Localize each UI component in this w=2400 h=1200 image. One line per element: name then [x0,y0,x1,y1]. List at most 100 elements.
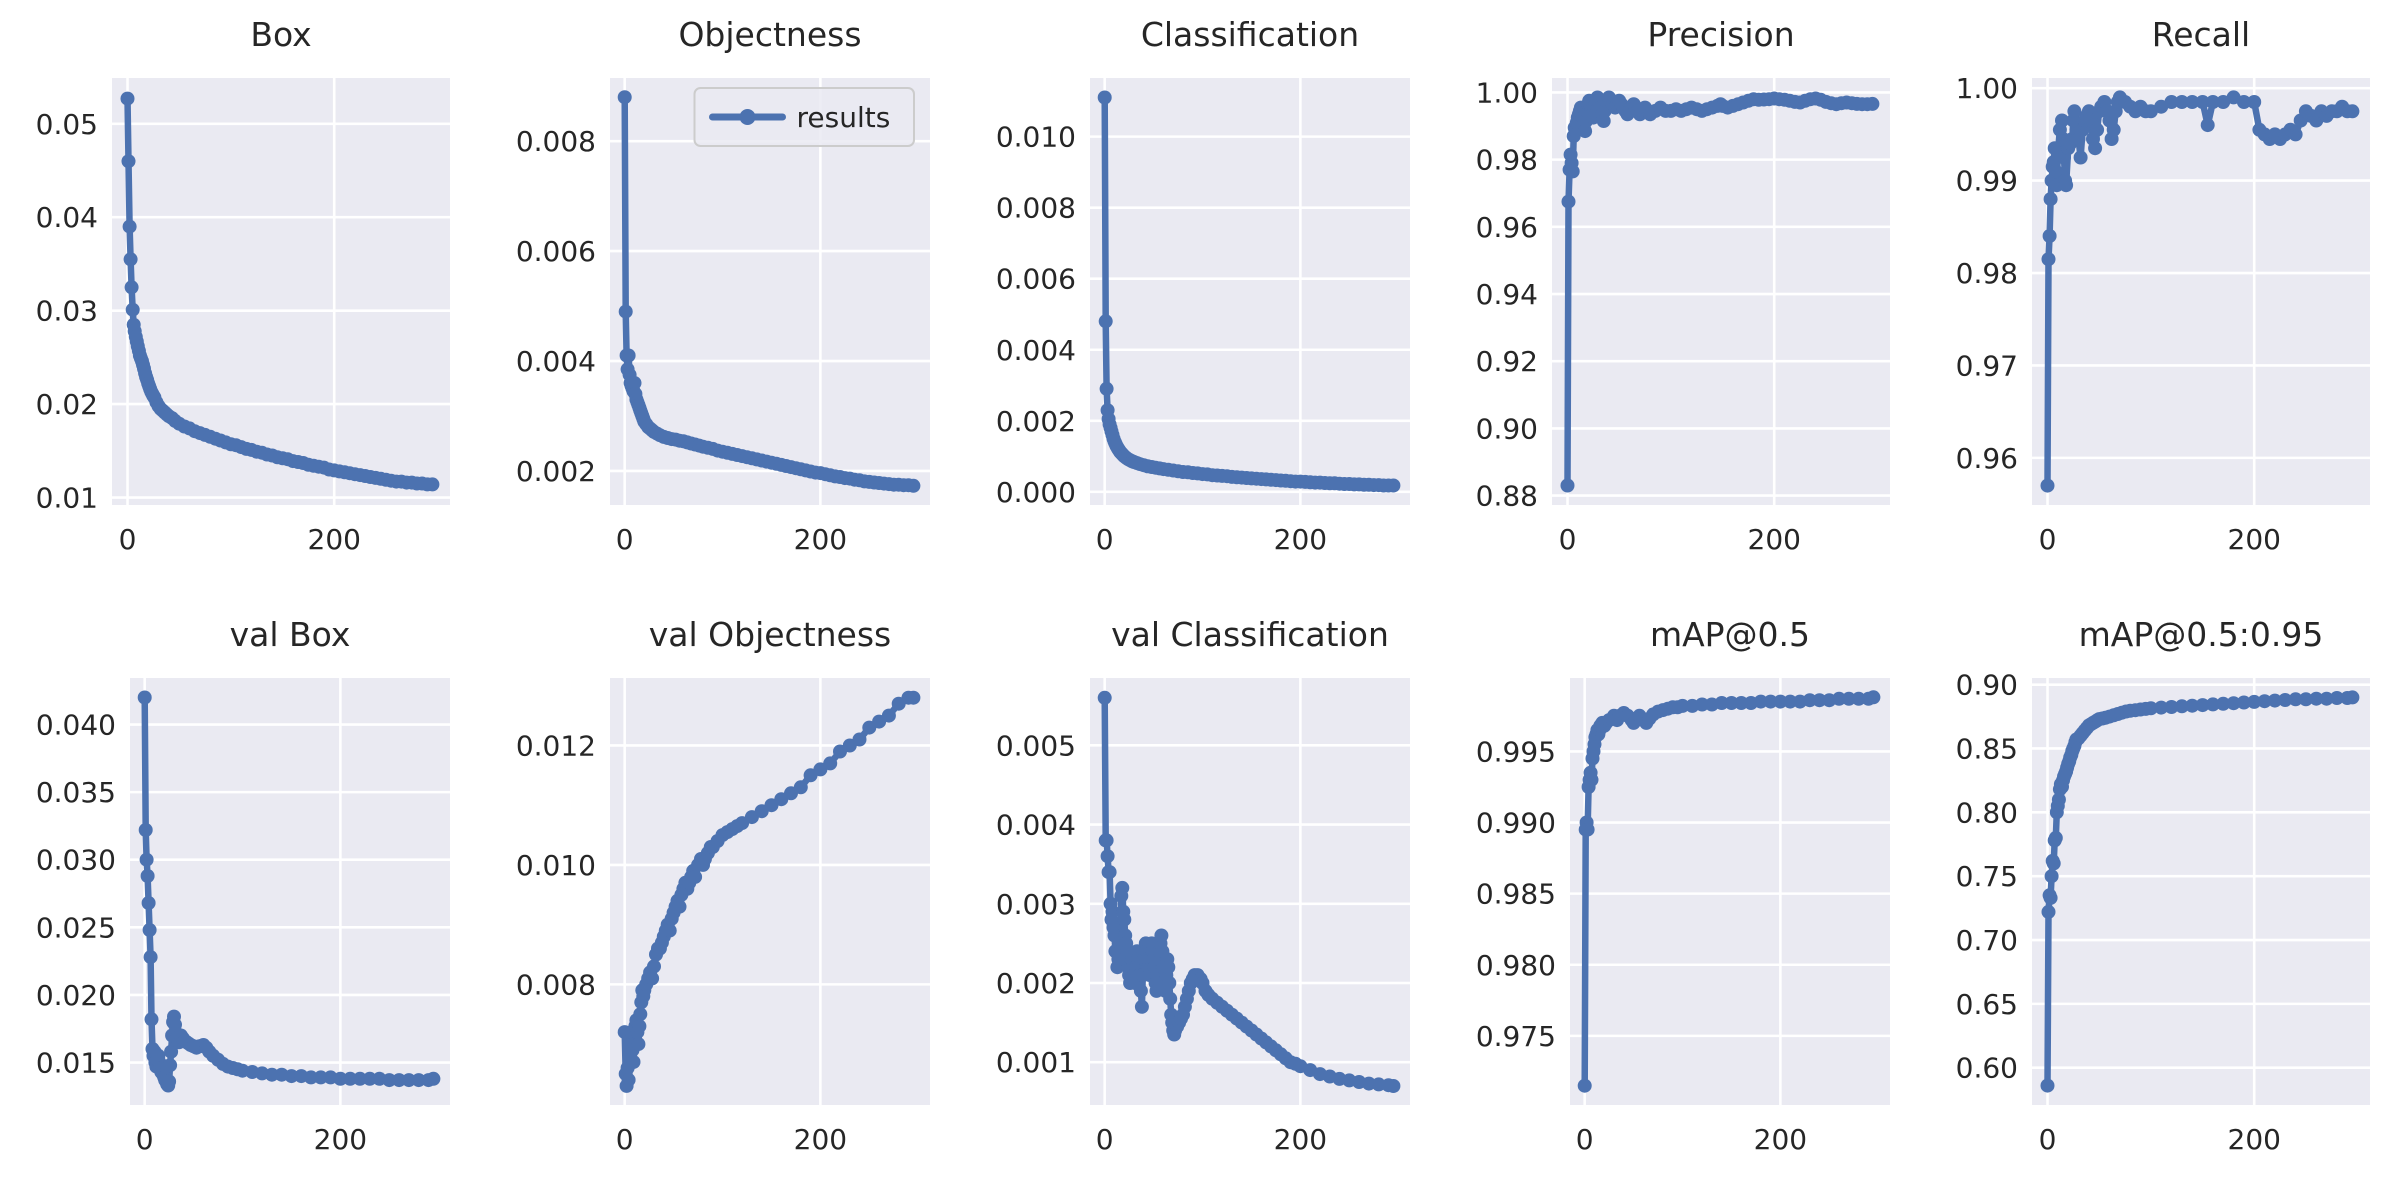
plot-area [1570,678,1890,1105]
x-tick-label: 0 [119,523,137,556]
subplot-val-objectness: val Objectness 0.008 0.010 0.012 0 200 [516,615,930,1156]
x-tick-label: 200 [1754,1123,1807,1156]
y-tick-label: 0.96 [1956,442,2018,475]
x-tick-label: 0 [2039,523,2057,556]
y-tick-label: 0.005 [996,729,1076,762]
y-tick-label: 0.012 [516,729,596,762]
y-tick-label: 0.97 [1956,349,2018,382]
y-tick-label: 0.006 [996,263,1076,296]
chart-title: Box [250,15,311,54]
y-tick-label: 0.70 [1956,924,2018,957]
x-tick-label: 0 [1096,1123,1114,1156]
x-tick-label: 0 [1096,523,1114,556]
y-tick-label: 0.025 [36,911,116,944]
x-tick-label: 0 [136,1123,154,1156]
x-tick-label: 200 [2228,1123,2281,1156]
y-tick-label: 0.004 [996,334,1076,367]
subplot-precision: Precision 0.88 0.90 0.92 0.94 0.96 0.98 1.00 0 20… [1476,15,1890,556]
chart-title: Objectness [678,15,861,54]
chart-title: mAP@0.5:0.95 [2079,615,2324,654]
series-markers [120,91,440,492]
y-tick-label: 0.90 [1956,669,2018,702]
plot-area [1552,78,1890,505]
plot-area [112,78,450,505]
subplot-val-box: val Box 0.015 0.020 0.025 0.030 0.035 0.040 0 20… [36,615,450,1156]
y-tick-label: 0.02 [36,388,98,421]
series-markers [2040,90,2360,493]
y-tick-label: 0.92 [1476,345,1538,378]
y-tick-label: 0.01 [36,482,98,515]
chart-title: Precision [1647,15,1794,54]
y-tick-label: 0.60 [1956,1052,2018,1085]
y-tick-label: 0.985 [1476,878,1556,911]
y-tick-label: 0.98 [1476,144,1538,177]
y-tick-label: 0.020 [36,979,116,1012]
y-tick-label: 0.96 [1476,211,1538,244]
subplot-map-0-5-0-95: mAP@0.5:0.95 0.60 0.65 0.70 0.75 0.80 0.85 0.90… [1956,615,2370,1156]
x-tick-label: 200 [314,1123,367,1156]
y-tick-label: 0.015 [36,1047,116,1080]
subplot-val-classification: val Classification 0.001 0.002 0.003 0.004 0.… [996,615,1410,1156]
y-tick-label: 0.010 [516,849,596,882]
series-markers [1097,690,1401,1093]
subplot-recall: Recall 0.96 0.97 0.98 0.99 1.00 0 200 [1956,15,2370,556]
x-tick-label: 200 [1274,523,1327,556]
plot-area [1090,678,1410,1105]
subplot-map-0-5: mAP@0.5 0.975 0.980 0.985 0.990 0.995 0 200 [1476,615,1890,1156]
series-markers [1097,90,1401,493]
x-tick-label: 0 [616,1123,634,1156]
chart-title: val Classification [1111,615,1389,654]
y-tick-label: 0.995 [1476,735,1556,768]
plot-area [610,678,930,1105]
y-tick-label: 0.006 [516,235,596,268]
x-tick-label: 200 [794,523,847,556]
x-tick-label: 200 [308,523,361,556]
y-tick-label: 0.94 [1476,278,1538,311]
y-tick-label: 0.80 [1956,796,2018,829]
y-tick-label: 0.99 [1956,165,2018,198]
y-tick-label: 0.002 [996,967,1076,1000]
y-tick-label: 0.03 [36,295,98,328]
series-markers [1577,690,1881,1093]
y-tick-label: 0.90 [1476,412,1538,445]
x-tick-label: 200 [1274,1123,1327,1156]
y-tick-label: 0.05 [36,108,98,141]
y-tick-label: 0.975 [1476,1020,1556,1053]
y-tick-label: 0.002 [516,455,596,488]
y-tick-label: 0.990 [1476,807,1556,840]
y-tick-label: 0.010 [996,121,1076,154]
y-tick-label: 0.002 [996,405,1076,438]
y-tick-label: 0.003 [996,888,1076,921]
x-tick-label: 200 [794,1123,847,1156]
y-tick-label: 0.001 [996,1046,1076,1079]
chart-title: Classification [1141,15,1359,54]
y-tick-label: 0.04 [36,201,98,234]
x-tick-label: 0 [1559,523,1577,556]
y-tick-label: 0.000 [996,476,1076,509]
x-tick-label: 0 [616,523,634,556]
series-markers [1560,90,1880,493]
chart-title: Recall [2152,15,2250,54]
chart-title: val Box [230,615,351,654]
chart-title: val Objectness [649,615,892,654]
y-tick-label: 0.004 [996,809,1076,842]
series-markers [617,690,921,1093]
y-tick-label: 0.980 [1476,949,1556,982]
y-tick-label: 0.008 [516,125,596,158]
y-tick-label: 0.030 [36,844,116,877]
series-markers [137,690,441,1093]
plot-area [1090,78,1410,505]
x-tick-label: 0 [1576,1123,1594,1156]
legend-label: results [797,101,891,134]
y-tick-label: 0.85 [1956,732,2018,765]
subplot-classification: Classification 0.000 0.002 0.004 0.006 0.008 0… [996,15,1410,556]
series-markers [2040,690,2360,1093]
chart-title: mAP@0.5 [1650,615,1810,654]
y-tick-label: 0.88 [1476,480,1538,513]
y-tick-label: 0.65 [1956,988,2018,1021]
y-tick-label: 0.004 [516,345,596,378]
x-tick-label: 200 [1748,523,1801,556]
legend: results [693,87,915,147]
